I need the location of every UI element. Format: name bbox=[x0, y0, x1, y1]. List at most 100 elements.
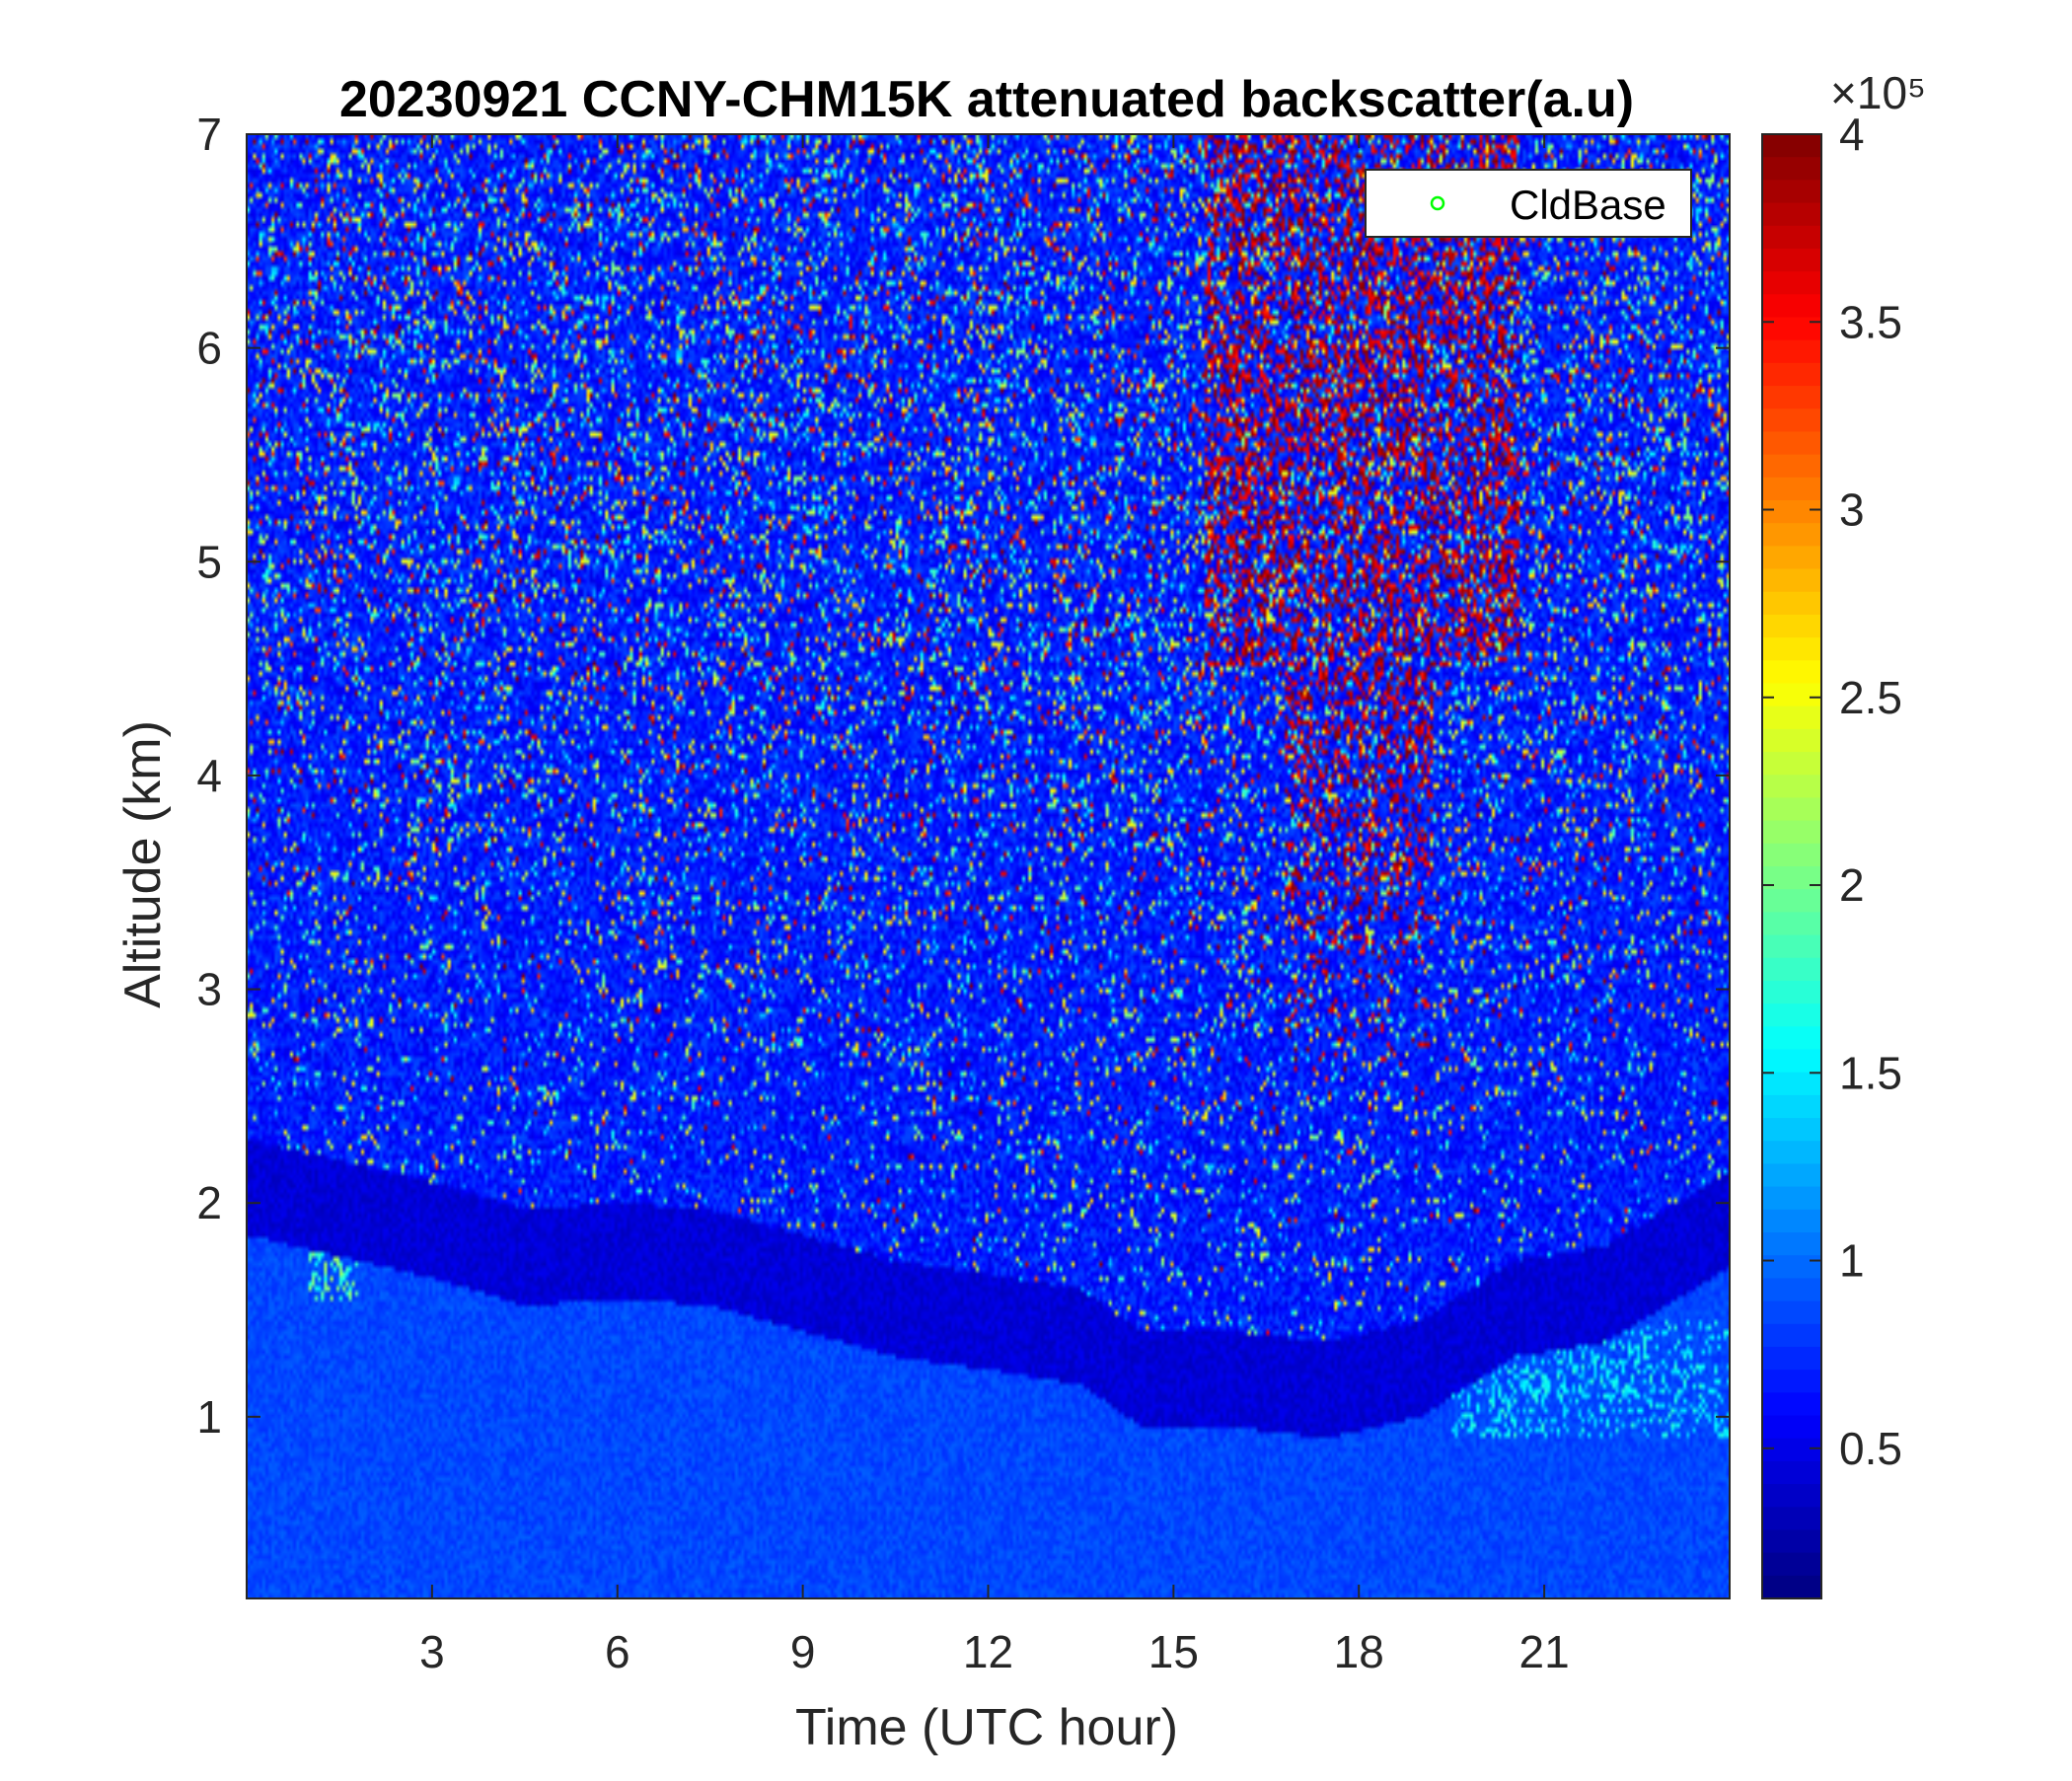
y-axis: 1 2 3 4 5 6 7 bbox=[196, 109, 1730, 1443]
colorbar-band bbox=[1762, 1232, 1821, 1256]
colorbar-band bbox=[1762, 1141, 1821, 1165]
colorbar-band bbox=[1762, 1026, 1821, 1051]
y-tick-label: 6 bbox=[196, 323, 222, 374]
colorbar-band bbox=[1762, 1438, 1821, 1462]
colorbar-band bbox=[1762, 1552, 1821, 1577]
legend: CldBase bbox=[1365, 169, 1692, 238]
colorbar-band bbox=[1762, 660, 1821, 685]
colorbar-band bbox=[1762, 1392, 1821, 1417]
colorbar-band bbox=[1762, 1118, 1821, 1143]
y-tick-label: 5 bbox=[196, 536, 222, 587]
colorbar-band bbox=[1762, 614, 1821, 638]
colorbar-band bbox=[1762, 1049, 1821, 1074]
chart-title: 20230921 CCNY-CHM15K attenuated backscat… bbox=[339, 71, 1634, 128]
colorbar-tick-label: 1 bbox=[1839, 1235, 1865, 1287]
colorbar-band bbox=[1762, 1484, 1821, 1509]
x-tick-label: 3 bbox=[419, 1626, 445, 1677]
colorbar-band bbox=[1762, 1346, 1821, 1371]
colorbar-band bbox=[1762, 1186, 1821, 1211]
x-tick-label: 12 bbox=[963, 1626, 1013, 1677]
legend-box bbox=[1365, 169, 1692, 238]
x-tick-label: 6 bbox=[605, 1626, 630, 1677]
colorbar-band bbox=[1762, 134, 1821, 158]
colorbar-band bbox=[1762, 271, 1821, 296]
legend-label-cldbase: CldBase bbox=[1510, 182, 1666, 228]
colorbar-band bbox=[1762, 1255, 1821, 1280]
colorbar-band bbox=[1762, 980, 1821, 1004]
colorbar-band bbox=[1762, 797, 1821, 822]
colorbar-tick-label: 2 bbox=[1839, 859, 1865, 911]
colorbar-band bbox=[1762, 248, 1821, 272]
colorbar-band bbox=[1762, 225, 1821, 250]
colorbar-band bbox=[1762, 157, 1821, 182]
colorbar-band bbox=[1762, 431, 1821, 456]
colorbar-band bbox=[1762, 568, 1821, 593]
colorbar-band bbox=[1762, 317, 1821, 341]
colorbar-band bbox=[1762, 705, 1821, 730]
y-axis-label: Altitude (km) bbox=[114, 720, 172, 1008]
colorbar-band bbox=[1762, 637, 1821, 662]
colorbar-band bbox=[1762, 1460, 1821, 1485]
colorbar-band bbox=[1762, 500, 1821, 524]
colorbar-tick-label: 1.5 bbox=[1839, 1047, 1902, 1098]
colorbar-band bbox=[1762, 866, 1821, 890]
colorbar-band bbox=[1762, 1209, 1821, 1233]
x-tick-label: 9 bbox=[790, 1626, 816, 1677]
colorbar-tick-label: 2.5 bbox=[1839, 672, 1902, 723]
colorbar-band bbox=[1762, 339, 1821, 364]
colorbar-band bbox=[1762, 1529, 1821, 1554]
x-axis: 3 6 9 12 15 18 21 bbox=[419, 134, 1570, 1677]
colorbar-band bbox=[1762, 477, 1821, 501]
x-tick-label: 15 bbox=[1148, 1626, 1199, 1677]
colorbar-band bbox=[1762, 1003, 1821, 1028]
colorbar-band bbox=[1762, 912, 1821, 936]
colorbar-band bbox=[1762, 1507, 1821, 1531]
colorbar-band bbox=[1762, 591, 1821, 616]
colorbar-band bbox=[1762, 683, 1821, 707]
y-tick-label: 1 bbox=[196, 1391, 222, 1443]
colorbar: 0.5 1 1.5 2 2.5 3 3.5 4×10⁵ bbox=[1761, 67, 1926, 1599]
colorbar-band bbox=[1762, 957, 1821, 982]
colorbar-band bbox=[1762, 202, 1821, 227]
colorbar-tick-label: 3 bbox=[1839, 484, 1865, 536]
legend-marker-cldbase bbox=[1430, 195, 1445, 211]
colorbar-tick-label: 3.5 bbox=[1839, 296, 1902, 347]
colorbar-band bbox=[1762, 1323, 1821, 1348]
colorbar-band bbox=[1762, 523, 1821, 548]
colorbar-band bbox=[1762, 1072, 1821, 1096]
colorbar-tick-label: 4 bbox=[1839, 109, 1865, 160]
y-tick-label: 4 bbox=[196, 750, 222, 801]
colorbar-band bbox=[1762, 1575, 1821, 1599]
colorbar-band bbox=[1762, 1300, 1821, 1325]
colorbar-band bbox=[1762, 1370, 1821, 1394]
plot-area bbox=[246, 133, 1731, 1599]
colorbar-band bbox=[1762, 454, 1821, 479]
x-axis-label: Time (UTC hour) bbox=[795, 1699, 1178, 1756]
colorbar-band bbox=[1762, 752, 1821, 777]
colorbar-band bbox=[1762, 820, 1821, 845]
x-tick-label: 18 bbox=[1334, 1626, 1384, 1677]
x-tick-label: 21 bbox=[1519, 1626, 1570, 1677]
colorbar-band bbox=[1762, 1163, 1821, 1188]
colorbar-band bbox=[1762, 1415, 1821, 1440]
colorbar-band bbox=[1762, 843, 1821, 867]
colorbar-exponent: ×10⁵ bbox=[1830, 67, 1926, 118]
colorbar-band bbox=[1762, 934, 1821, 959]
colorbar-band bbox=[1762, 546, 1821, 570]
heatmap-image bbox=[247, 134, 1730, 1598]
colorbar-band bbox=[1762, 180, 1821, 204]
colorbar-band bbox=[1762, 362, 1821, 387]
colorbar-band bbox=[1762, 386, 1821, 410]
colorbar-frame bbox=[1761, 133, 1822, 1599]
colorbar-band bbox=[1762, 294, 1821, 319]
colorbar-band bbox=[1762, 1278, 1821, 1302]
colorbar-band bbox=[1762, 889, 1821, 914]
colorbar-band bbox=[1762, 408, 1821, 433]
colorbar-band bbox=[1762, 728, 1821, 753]
colorbar-band bbox=[1762, 775, 1821, 799]
y-tick-label: 3 bbox=[196, 964, 222, 1015]
colorbar-tick-label: 0.5 bbox=[1839, 1423, 1902, 1474]
y-tick-label: 7 bbox=[196, 109, 222, 160]
